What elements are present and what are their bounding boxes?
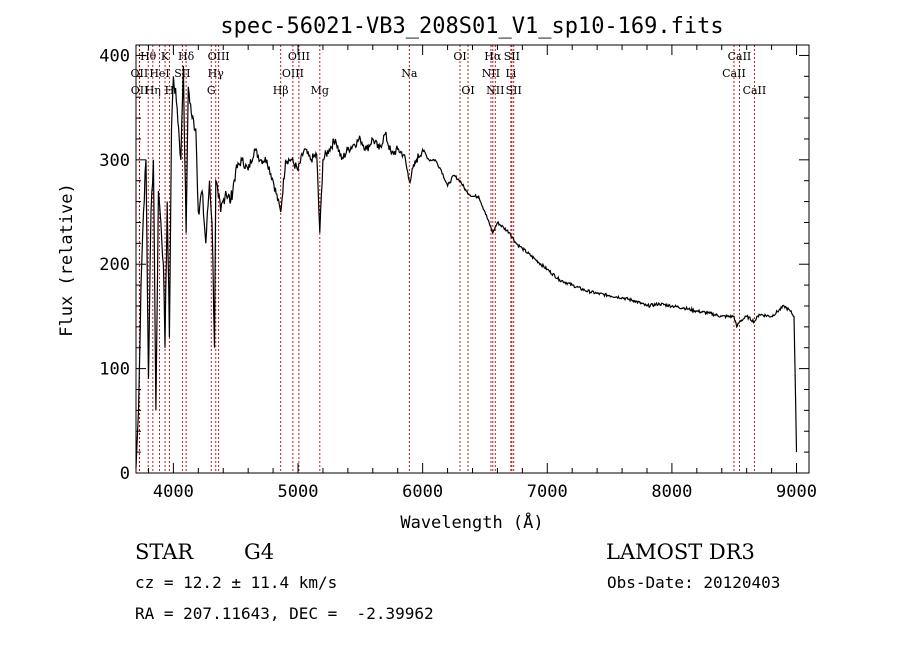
line-markers	[138, 45, 755, 473]
object-class: STAR	[135, 540, 194, 564]
x-axis-label: Wavelength (Å)	[400, 511, 543, 533]
x-tick-label-6000: 6000	[402, 482, 443, 502]
line-label-7: SII	[174, 67, 190, 80]
line-label-2: OII	[131, 84, 149, 97]
line-label-14: OIII	[288, 50, 310, 63]
spectrum-chart: spec-56021-VB3_208S01_V1_sp10-169.fits H…	[57, 14, 817, 533]
y-tick-label-0: 0	[120, 464, 130, 484]
x-axis: 4000 5000 6000 7000 8000 9000	[147, 45, 817, 502]
y-axis: 0 100 200 300 400	[99, 46, 809, 484]
line-label-12: Hβ	[273, 84, 289, 97]
line-label-27: CaII	[743, 84, 767, 97]
chart-title: spec-56021-VB3_208S01_V1_sp10-169.fits	[220, 14, 723, 39]
line-label-10: Hγ	[208, 67, 225, 80]
line-label-9: OIII	[208, 50, 230, 63]
line-label-21: NII	[486, 84, 504, 97]
coordinates: RA = 207.11643, DEC = -2.39962	[135, 604, 434, 623]
line-label-8: Hδ	[178, 50, 195, 63]
x-tick-label-5000: 5000	[278, 482, 319, 502]
line-label-13: OIII	[282, 67, 304, 80]
line-label-5: K	[161, 50, 170, 63]
x-tick-label-8000: 8000	[651, 482, 692, 502]
line-label-3: Hη	[145, 84, 161, 97]
redshift-readout: cz = 12.2 ± 11.4 km/s	[135, 573, 338, 592]
spectrum-series-line	[135, 65, 798, 468]
survey-name: LAMOST DR3	[606, 540, 755, 564]
y-axis-label: Flux (relative)	[57, 183, 77, 337]
line-label-20: NII	[482, 67, 500, 80]
x-tick-label-7000: 7000	[527, 482, 568, 502]
line-label-16: Na	[401, 67, 418, 80]
line-label-0: Hθ	[140, 50, 157, 63]
line-label-23: Li	[505, 67, 516, 80]
line-label-6: H	[165, 84, 175, 97]
line-label-4: HeI	[149, 67, 169, 80]
line-label-17: OI	[453, 50, 466, 63]
line-label-1: OII	[131, 67, 149, 80]
obs-date: Obs-Date: 20120403	[607, 573, 781, 592]
line-label-25: CaII	[728, 50, 752, 63]
line-label-26: CaII	[722, 67, 746, 80]
line-label-11: G	[207, 84, 216, 97]
line-label-18: OI	[461, 84, 474, 97]
y-tick-label-100: 100	[99, 360, 130, 380]
plot-frame	[135, 44, 810, 474]
object-subclass: G4	[244, 540, 275, 564]
y-tick-label-200: 200	[99, 255, 130, 275]
line-label-24: SII	[506, 84, 522, 97]
line-label-22: SII	[504, 50, 520, 63]
line-label-15: Mg	[311, 84, 329, 97]
x-tick-label-9000: 9000	[776, 482, 817, 502]
y-tick-label-400: 400	[99, 46, 130, 66]
line-label-19: Hα	[484, 50, 502, 63]
y-tick-label-300: 300	[99, 151, 130, 171]
x-tick-label-4000: 4000	[153, 482, 194, 502]
